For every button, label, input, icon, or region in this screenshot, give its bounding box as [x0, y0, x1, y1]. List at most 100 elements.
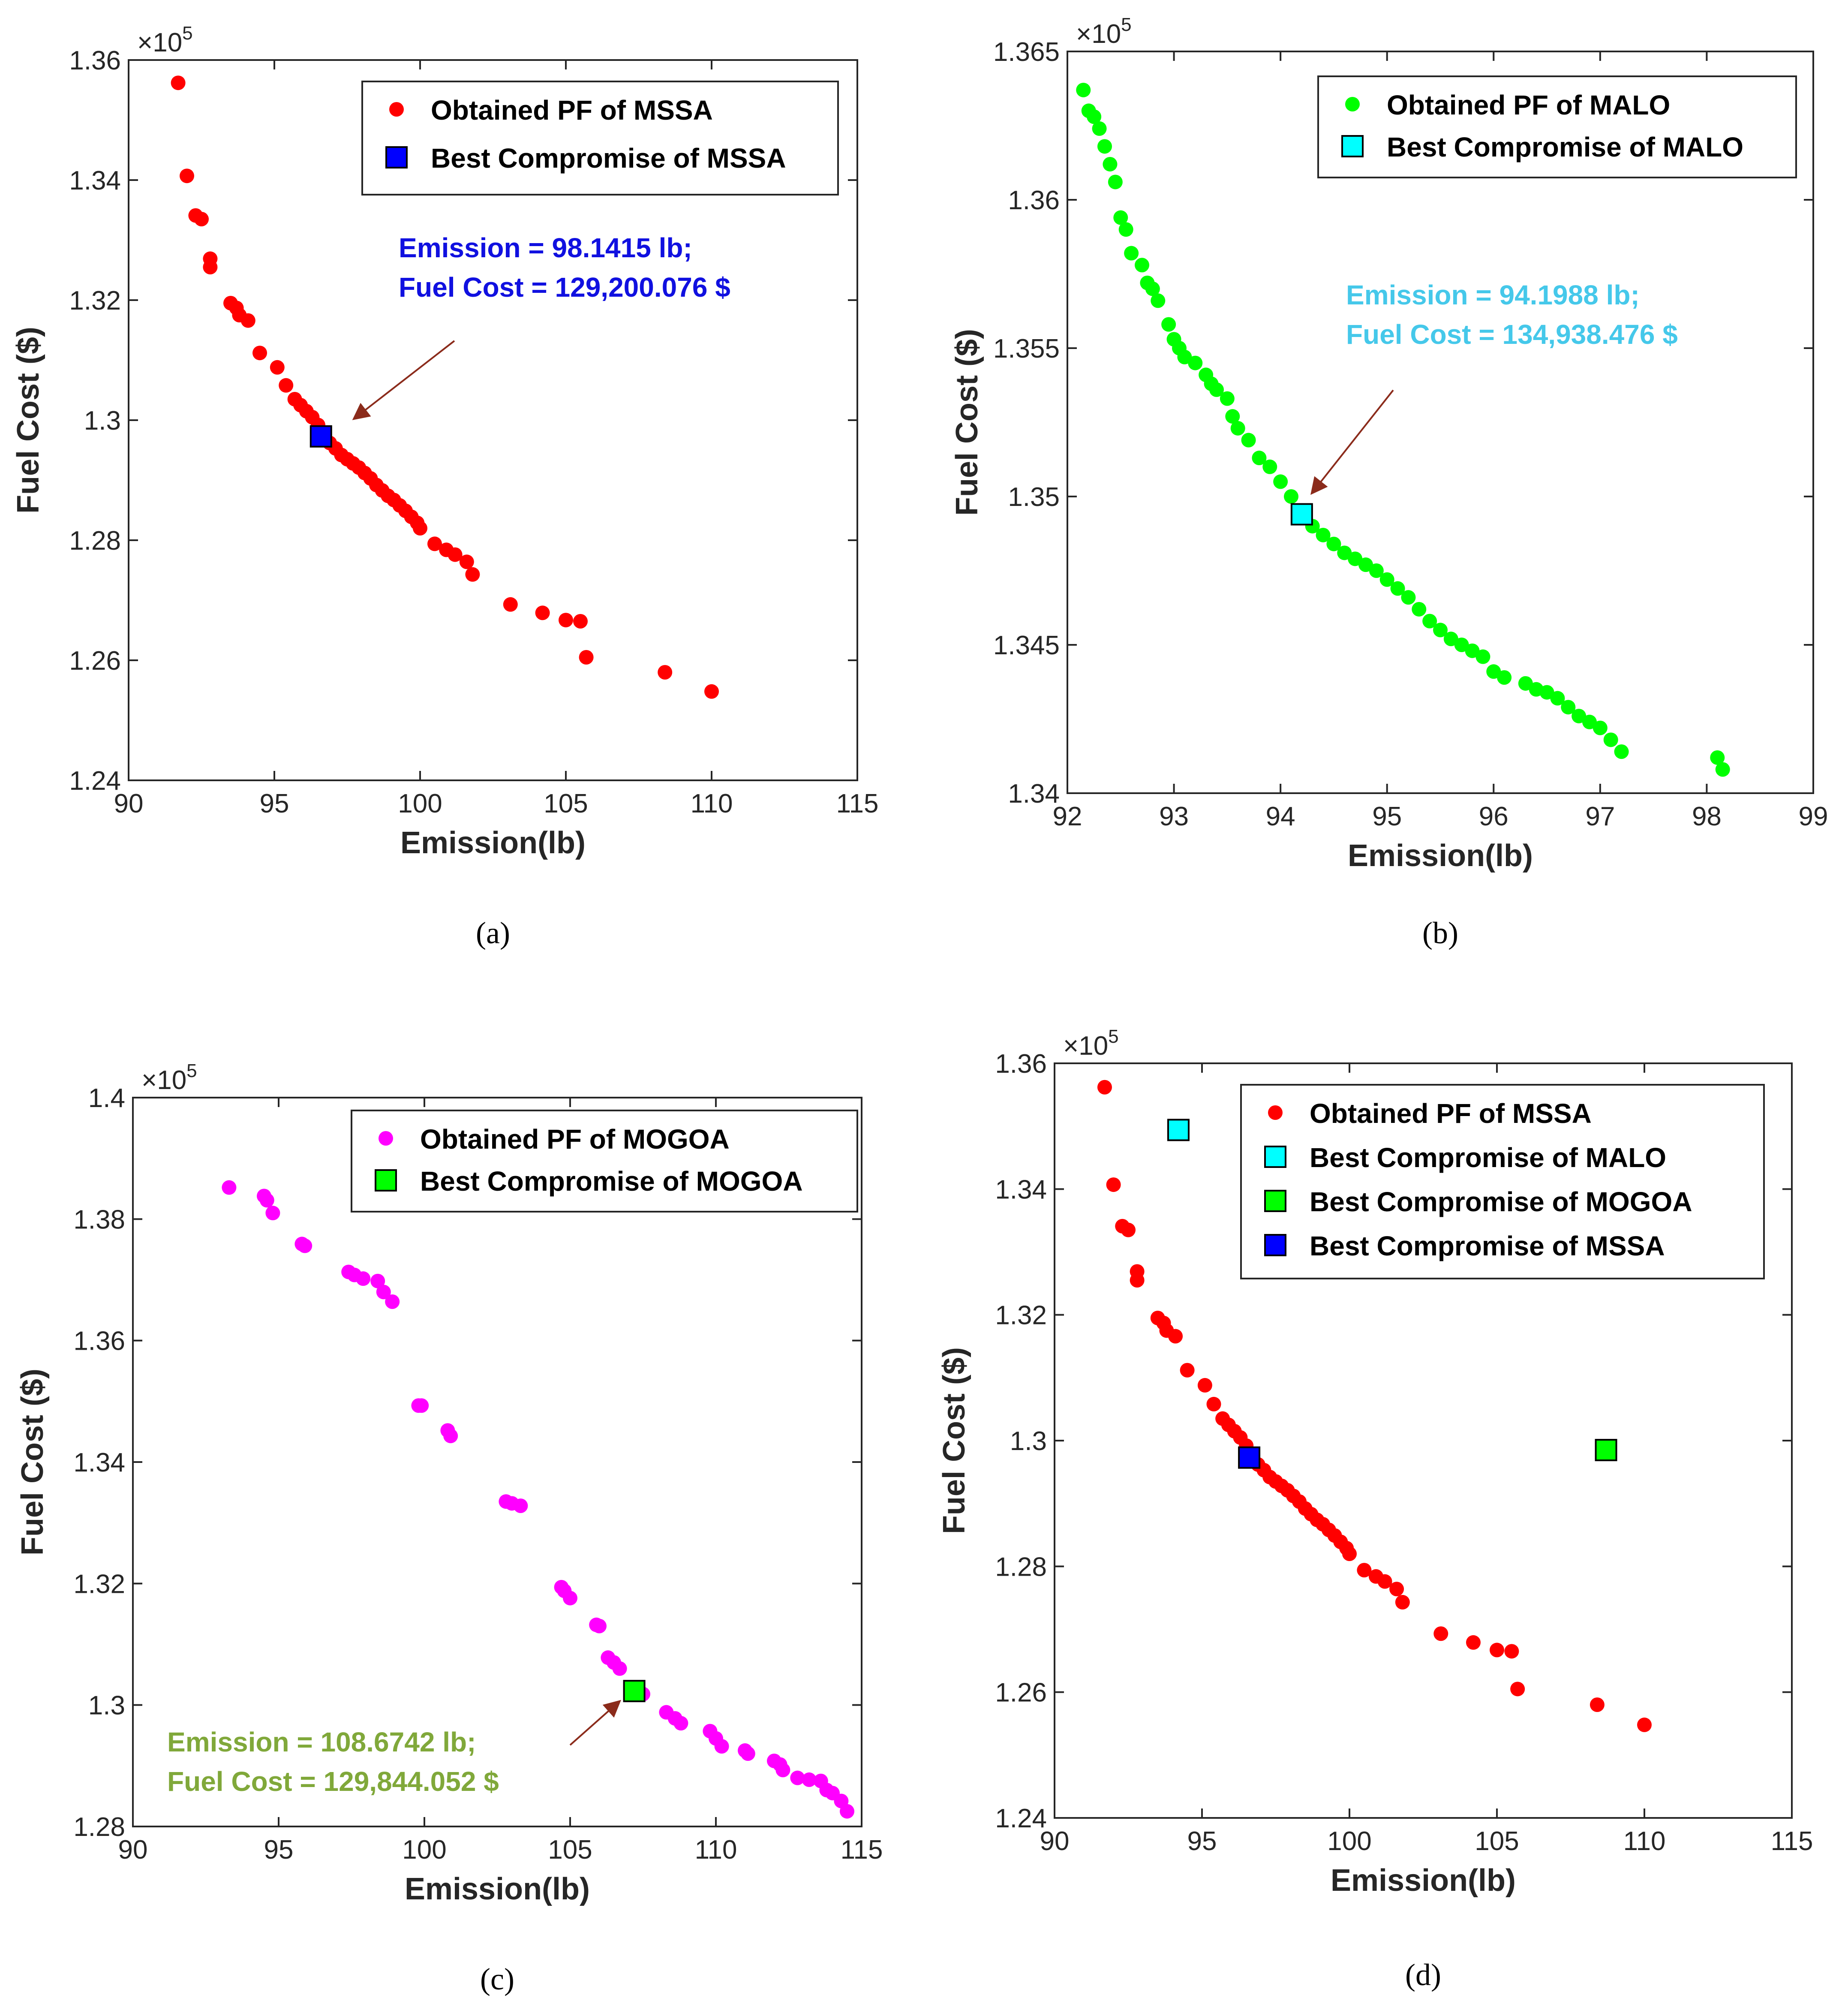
chart-b-series-0-point: [1284, 489, 1298, 504]
chart-c-xtick-label: 100: [402, 1835, 446, 1865]
chart-c-exponent-label: ×105: [141, 1060, 197, 1095]
chart-a-ytick-label: 1.26: [69, 646, 121, 676]
chart-a-series-1-square-point: [310, 425, 332, 448]
chart-b-series-0-point: [1358, 557, 1373, 572]
chart-d-series-0-point: [1590, 1697, 1605, 1712]
chart-b-ylabel: Fuel Cost ($): [950, 329, 984, 516]
chart-c-series-0-point: [740, 1746, 755, 1761]
chart-c-series-0-point: [356, 1271, 371, 1286]
chart-a-legend-marker: [389, 102, 404, 117]
chart-d-legend-label: Best Compromise of MOGOA: [1310, 1186, 1692, 1217]
chart-b-series-0-point: [1092, 121, 1107, 136]
chart-d-series-0-point: [1637, 1717, 1652, 1732]
chart-c-series-0-point: [790, 1770, 805, 1785]
chart-d-series-0-point: [1510, 1682, 1525, 1697]
chart-c-xtick-label: 95: [264, 1835, 294, 1865]
chart-c-ytick-label: 1.4: [88, 1083, 125, 1113]
chart-d-xtick-label: 95: [1187, 1826, 1217, 1856]
chart-a-ytick-label: 1.32: [69, 286, 121, 316]
chart-d-legend: [1240, 1084, 1765, 1279]
chart-b-series-0-point: [1135, 258, 1149, 273]
chart-b-legend: [1317, 75, 1797, 178]
chart-d-xtick-label: 115: [1771, 1826, 1813, 1856]
chart-d-legend-marker: [1268, 1105, 1283, 1120]
chart-b-series-0-point: [1262, 459, 1277, 474]
chart-b-series-0-point: [1076, 82, 1091, 97]
chart-d-ytick-label: 1.34: [995, 1175, 1047, 1204]
chart-b-ytick-label: 1.35: [1008, 482, 1060, 512]
chart-c-xtick-label: 110: [695, 1835, 737, 1865]
chart-c-ytick-label: 1.38: [73, 1205, 125, 1234]
chart-a-annotation-line: Emission = 98.1415 lb;: [399, 232, 692, 263]
chart-d-series-0-point: [1466, 1635, 1481, 1650]
chart-c-series-0-point: [673, 1716, 688, 1731]
chart-b-xtick-label: 92: [1053, 802, 1082, 831]
chart-a-xtick-label: 110: [691, 789, 733, 818]
chart-c-series-0-point: [259, 1193, 274, 1208]
chart-a-legend: [361, 81, 839, 196]
chart-d-series-0-point: [1357, 1563, 1372, 1578]
chart-d-xtick-label: 110: [1623, 1826, 1666, 1856]
chart-b-series-0-point: [1220, 391, 1235, 406]
chart-d-xtick-label: 90: [1040, 1826, 1070, 1856]
chart-a-series-0-point: [704, 684, 719, 699]
chart-d-series-0-point: [1168, 1329, 1183, 1344]
chart-a-series-0-point: [279, 378, 294, 393]
chart-a-series-0-point: [194, 212, 209, 226]
chart-c-exponent-base: ×10: [141, 1065, 186, 1095]
chart-a-ytick-label: 1.24: [69, 766, 121, 796]
chart-b-series-0-point: [1326, 536, 1341, 551]
chart-a-series-0-point: [252, 346, 267, 361]
chart-d-legend-label: Obtained PF of MSSA: [1310, 1098, 1592, 1129]
chart-c-series-0-point: [222, 1180, 237, 1195]
chart-d-series-0-point: [1121, 1222, 1136, 1237]
chart-a-xlabel: Emission(lb): [400, 826, 586, 860]
chart-d-series-0-point: [1490, 1643, 1504, 1658]
chart-c-ylabel: Fuel Cost ($): [15, 1369, 50, 1556]
chart-b-series-0-point: [1412, 602, 1427, 617]
chart-d-series-0-point: [1130, 1273, 1145, 1288]
chart-d-legend-marker: [1264, 1190, 1286, 1212]
chart-d-caption: (d): [1405, 1958, 1441, 1992]
chart-c-xlabel: Emission(lb): [405, 1872, 590, 1906]
chart-a-series-0-point: [171, 75, 186, 90]
chart-b-series-0-point: [1710, 750, 1725, 765]
chart-a-exponent-label: ×105: [137, 23, 193, 57]
chart-a-ylabel: Fuel Cost ($): [11, 327, 45, 514]
chart-d-series-0-point: [1395, 1595, 1410, 1610]
chart-b-series-0-point: [1443, 632, 1458, 647]
chart-c-plot-area: [132, 1097, 862, 1827]
chart-b-series-0-point: [1390, 581, 1405, 596]
chart-d-series-2-square-point: [1595, 1439, 1617, 1461]
chart-a-xtick-label: 95: [260, 789, 289, 818]
chart-c-ytick-label: 1.32: [73, 1569, 125, 1599]
chart-b-series-0-point: [1715, 762, 1730, 777]
chart-b-series-0-point: [1561, 700, 1576, 715]
chart-c-series-0-point: [297, 1238, 313, 1253]
chart-a-xtick-label: 115: [836, 789, 879, 818]
chart-a-series-0-point: [270, 360, 285, 375]
chart-c-ytick-label: 1.36: [73, 1327, 125, 1356]
chart-a-legend-label: Best Compromise of MSSA: [431, 143, 786, 174]
chart-b-series-0-point: [1145, 281, 1160, 296]
chart-a-series-0-point: [459, 554, 474, 569]
chart-b-series-0-point: [1486, 664, 1501, 679]
chart-b-annotation-arrow: [1310, 389, 1394, 495]
chart-a-xtick-label: 100: [398, 789, 442, 818]
chart-c-legend-marker: [379, 1131, 393, 1146]
chart-c-series-0-point: [385, 1294, 400, 1309]
chart-c-series-0-point: [513, 1498, 528, 1513]
chart-b-series-0-point: [1582, 714, 1597, 729]
chart-d-legend-label: Best Compromise of MALO: [1310, 1142, 1666, 1173]
chart-c-ytick-label: 1.3: [88, 1691, 125, 1721]
chart-b-series-0-point: [1230, 421, 1245, 436]
chart-c-series-0-point: [376, 1285, 391, 1300]
chart-b-series-0-point: [1151, 293, 1166, 308]
chart-b-series-0-point: [1379, 572, 1394, 587]
chart-c-legend-label: Best Compromise of MOGOA: [420, 1166, 803, 1197]
chart-b-series-0-point: [1103, 156, 1118, 172]
chart-b-xtick-label: 98: [1692, 802, 1722, 831]
chart-b-xtick-label: 97: [1585, 802, 1615, 831]
chart-c-annotation-arrow: [569, 1700, 621, 1746]
chart-b-ytick-label: 1.365: [993, 37, 1060, 67]
